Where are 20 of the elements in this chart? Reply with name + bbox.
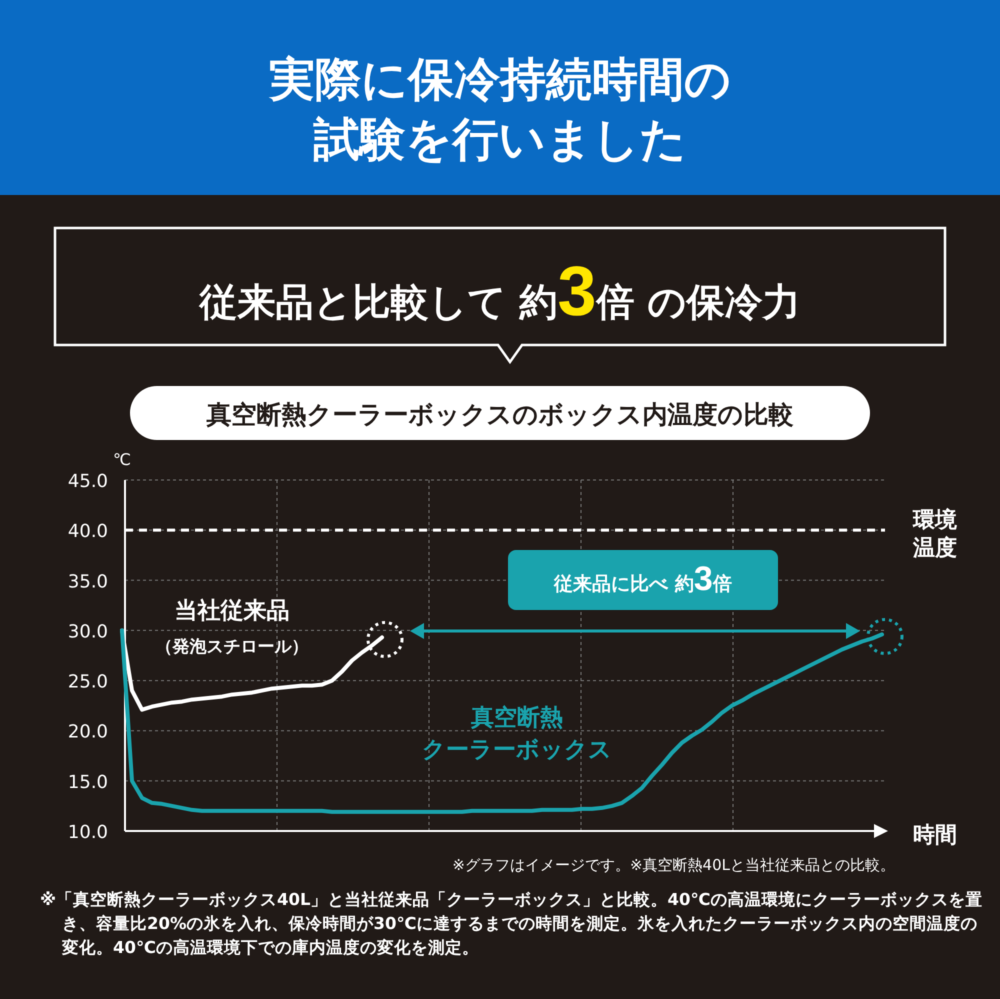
y-tick-label: 10.0	[68, 822, 108, 843]
y-tick-label: 15.0	[68, 772, 108, 793]
text: ※「真空断熱クーラーボックス40L」と当社従来品「クーラーボックス」と比較。40℃の高温環境にクーラーボックスを置き、容量比20%の氷を入れ、保冷時間が30℃に達するまでの時間を測定。氷を入れたクーラーボックス内の空間温度の変化。40℃の高温環境下での庫内温度の変化を測定。	[40, 889, 984, 959]
text: ※グラフはイメージです。※真空断熱40Lと当社従来品との比較。	[452, 856, 895, 874]
y-tick-label: 35.0	[68, 571, 108, 592]
series-label: 真空断熱クーラーボックス	[422, 704, 612, 763]
y-tick-label: 45.0	[68, 471, 108, 492]
text: 当社従来品	[174, 598, 290, 624]
chart-title: 実際に保冷持続時間の試験を行いました	[268, 52, 731, 166]
annotation: 従来品に比べ 約3倍	[553, 560, 732, 598]
chart-subtitle: 従来品と比較して 約3倍 の保冷力	[198, 252, 801, 330]
y-tick-label: 20.0	[68, 722, 108, 743]
ref-line-label: 環境温度	[912, 507, 957, 562]
text: 真空断熱クーラーボックスのボックス内温度の比較	[206, 400, 794, 429]
y-axis-title: ℃	[113, 450, 131, 469]
y-tick-label: 40.0	[68, 521, 108, 542]
y-tick-label: 30.0	[68, 621, 108, 642]
x-axis-title: 時間	[913, 823, 957, 848]
annotation: （発泡スチロール）	[156, 637, 308, 657]
y-tick-label: 25.0	[68, 672, 108, 693]
